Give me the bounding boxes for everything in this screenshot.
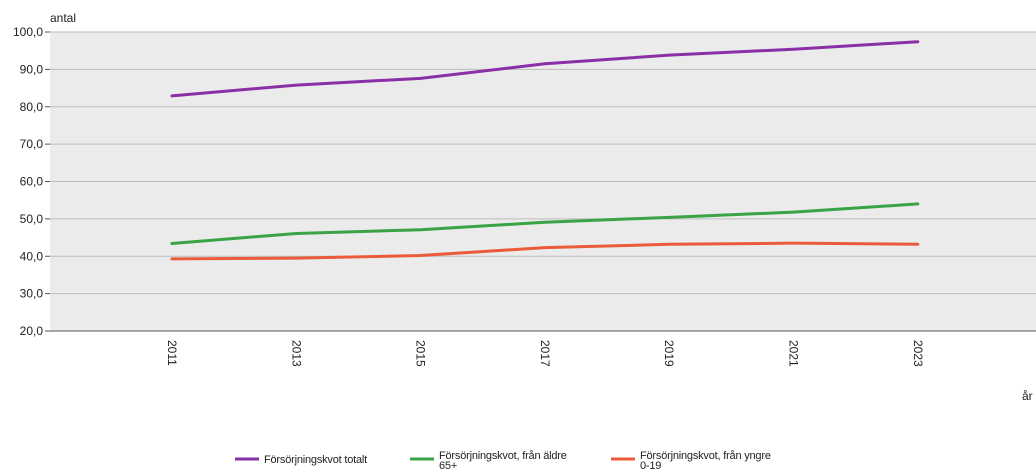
legend-label: Försörjningskvot, från yngre [640, 450, 771, 462]
x-axis-title: år [1022, 389, 1033, 403]
y-tick-label: 70,0 [20, 137, 44, 151]
y-axis-ticks: 20,0 30,0 40,0 50,0 60,0 70,0 80,0 90,0 100,0 [13, 25, 50, 338]
y-tick-label: 40,0 [20, 249, 44, 263]
y-tick-label: 100,0 [13, 25, 43, 39]
y-tick-label: 30,0 [20, 287, 44, 301]
x-tick-label: 2011 [165, 340, 179, 366]
series-lines [170, 40, 920, 261]
series-line-0 [170, 40, 920, 98]
x-tick-label: 2013 [289, 340, 303, 367]
y-tick-label: 90,0 [20, 62, 44, 76]
y-tick-label: 50,0 [20, 212, 44, 226]
y-tick-label: 80,0 [20, 100, 44, 114]
legend-label: 65+ [439, 460, 457, 472]
x-tick-label: 2019 [662, 340, 676, 367]
y-tick-label: 20,0 [20, 324, 44, 338]
y-tick-label: 60,0 [20, 175, 44, 189]
y-axis-title: antal [50, 11, 76, 25]
x-tick-label: 2021 [787, 340, 801, 367]
x-axis-ticks: 2011 2013 2015 2017 2019 2021 2023 [165, 340, 925, 367]
legend-label: Försörjningskvot totalt [264, 454, 367, 466]
legend: Försörjningskvot totalt Försörjningskvot,… [235, 450, 771, 472]
series-line-2 [170, 241, 920, 261]
x-tick-label: 2017 [538, 340, 552, 367]
x-tick-label: 2015 [414, 340, 428, 367]
legend-label: 0-19 [640, 460, 661, 472]
legend-label: Försörjningskvot, från äldre [439, 450, 567, 462]
series-line-1 [170, 202, 920, 246]
gridlines [50, 31, 1036, 295]
x-tick-label: 2023 [911, 340, 925, 367]
